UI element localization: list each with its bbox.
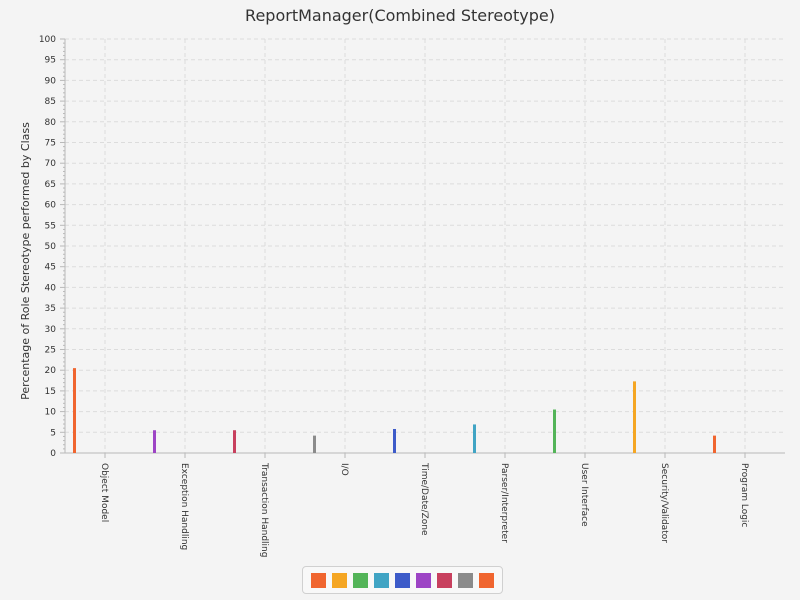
y-tick-label: 20 [45,366,57,376]
y-tick-label: 0 [50,449,56,459]
bar-i-o [313,435,316,453]
x-category-label: I/O [339,463,349,476]
legend-swatch[interactable] [374,572,389,588]
x-category-label: Object Model [99,463,109,522]
bar-layer [73,368,716,453]
y-tick-label: 70 [45,159,57,169]
y-tick-label: 30 [45,325,57,335]
legend-swatch[interactable] [353,572,368,588]
bar-security-validator [633,381,636,453]
x-category-label: Parser/Interpreter [499,463,509,543]
legend-swatch[interactable] [332,572,347,588]
bar-program-logic [713,435,716,453]
chart-title: ReportManager(Combined Stereotype) [245,6,555,25]
y-tick-label: 50 [45,242,57,252]
x-category-label: Time/Date/Zone [419,462,429,536]
legend [302,566,503,594]
y-tick-label: 40 [45,283,57,293]
y-tick-label: 15 [45,387,56,397]
legend-swatch[interactable] [311,572,326,588]
x-category-label: Exception Handling [179,463,189,550]
label-layer: 0 5 10 15 20 25 30 35 40 45 50 55 60 65 70 75 80 85 90 95 10… [19,35,749,557]
legend-swatch[interactable] [416,572,431,588]
y-tick-label: 90 [45,76,57,86]
x-category-label: User Interface [579,463,589,527]
bar-parser-interpreter [473,424,476,453]
y-tick-label: 85 [45,97,56,107]
y-tick-label: 10 [45,408,57,418]
grid-layer [65,38,785,453]
x-category-label: Transaction Handling [259,462,269,557]
bar-user-interface [553,409,556,453]
y-axis-label: Percentage of Role Stereotype performed … [19,122,32,400]
y-tick-label: 95 [45,56,56,66]
y-tick-label: 80 [45,118,57,128]
y-tick-label: 25 [45,346,56,356]
y-tick-label: 35 [45,304,56,314]
x-category-label: Program Logic [739,463,749,527]
x-category-label: Security/Validator [659,463,669,543]
bar-exception-handling [153,430,156,453]
y-tick-label: 60 [45,201,57,211]
legend-swatch[interactable] [395,572,410,588]
y-tick-label: 45 [45,263,56,273]
axis-layer [60,38,785,458]
bar-time-date-zone [393,428,396,453]
legend-swatch[interactable] [479,572,494,588]
y-tick-label: 55 [45,221,56,231]
legend-swatch[interactable] [437,572,452,588]
y-tick-label: 5 [50,428,56,438]
legend-swatch[interactable] [458,572,473,588]
y-tick-label: 75 [45,139,56,149]
bar-transaction-handling [233,430,236,453]
bar-object-model [73,368,76,453]
y-tick-label: 65 [45,180,56,190]
y-tick-label: 100 [39,35,56,45]
